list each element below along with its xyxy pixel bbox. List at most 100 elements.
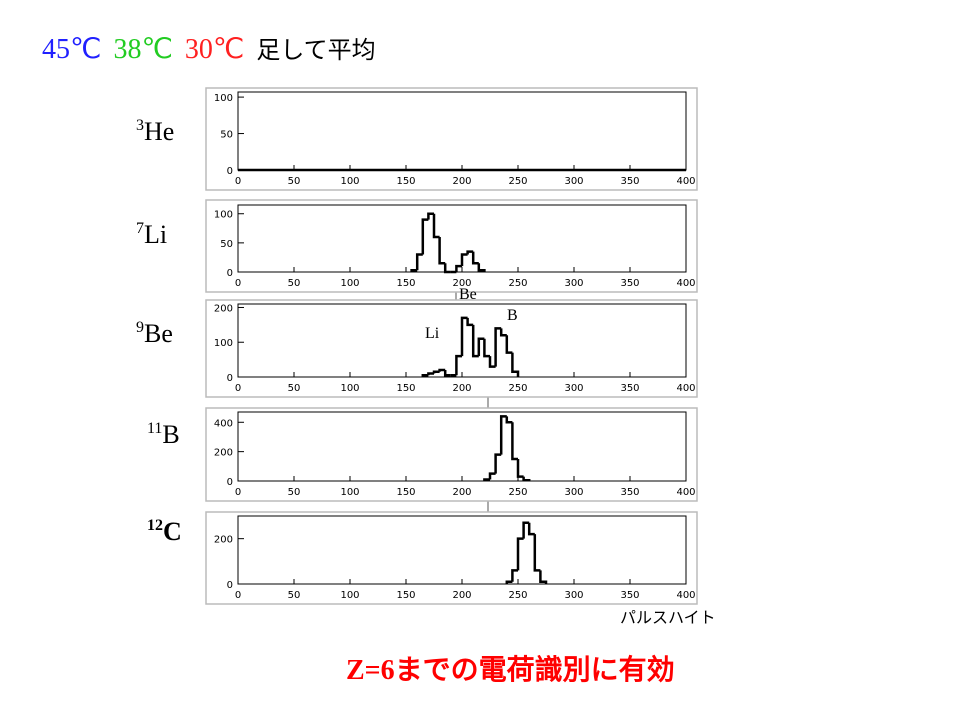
title: 45℃ 38℃ 30℃ 足して平均 [42,34,376,65]
y-tick-label: 0 [227,477,233,488]
y-tick-label: 200 [214,535,233,546]
histogram-bin [460,316,468,357]
x-tick-label: 350 [620,278,639,289]
cut-annotation: B [507,307,518,324]
y-tick-label: 100 [214,210,233,221]
histogram-bin [488,472,496,480]
histogram-bin [505,580,513,584]
histogram-bin [494,327,502,367]
element: He [144,117,174,146]
x-tick-label: 0 [235,487,241,498]
title-part: 45℃ [42,34,101,65]
mass-number: 3 [136,117,144,134]
x-tick-label: 0 [235,278,241,289]
x-tick-label: 0 [235,176,241,187]
histogram-bin [438,368,446,372]
x-tick-label: 100 [340,487,359,498]
y-tick-label: 200 [214,448,233,459]
x-tick-label: 200 [452,590,471,601]
histogram-bin [455,264,462,272]
y-tick-label: 0 [227,268,233,279]
x-tick-label: 350 [620,176,639,187]
histogram-bin [427,372,434,376]
histogram-bin [432,370,440,374]
x-tick-label: 300 [564,278,583,289]
histogram-bin [427,212,434,220]
histogram-bin [499,328,507,337]
histogram-bin [483,338,490,358]
title-part: 38℃ [113,34,172,65]
panel-frame [205,299,698,398]
element: B [162,420,179,449]
histogram-bin [477,337,485,357]
x-tick-label: 400 [676,278,695,289]
histogram-bin [455,354,462,376]
histogram-bin [533,534,541,572]
footer: Z=6までの電荷識別に有効 [346,653,675,686]
x-tick-label: 100 [340,383,359,394]
nucleus-label: 11B [147,420,180,449]
x-tick-label: 400 [676,383,695,394]
x-axis-label: パルスハイト [620,608,716,627]
nucleus-label: 12C [147,517,182,546]
footer-prefix: Z=6 [346,655,395,686]
mass-number: 11 [147,420,162,437]
x-tick-label: 150 [396,278,415,289]
x-tick-label: 300 [564,176,583,187]
y-tick-label: 0 [227,166,233,177]
histogram-bin [471,251,479,265]
x-tick-label: 350 [620,487,639,498]
panel-frame [205,511,698,605]
nucleus-label: 3He [136,117,174,146]
panel-frame [205,407,698,502]
x-tick-label: 300 [564,487,583,498]
x-tick-label: 150 [396,176,415,187]
nucleus-label: 7Li [136,220,167,249]
histogram-bin [511,352,520,377]
x-tick-label: 50 [288,278,301,289]
y-tick-label: 200 [214,303,233,314]
histogram-bin [415,253,423,271]
histogram-bin [539,570,548,584]
x-tick-label: 0 [235,383,241,394]
x-tick-label: 400 [676,590,695,601]
histogram-bin [421,374,429,377]
histogram-bin [421,218,429,255]
histogram-bin [410,269,418,272]
histogram-bin [505,416,513,424]
histogram-bin [438,237,446,265]
x-tick-label: 0 [235,590,241,601]
histogram-bin [460,253,468,267]
histogram-bin [483,478,490,481]
x-tick-label: 50 [288,590,301,601]
x-tick-label: 50 [288,176,301,187]
histogram-bin [527,522,535,536]
histogram-bin [522,521,530,539]
x-tick-label: 150 [396,383,415,394]
x-tick-label: 100 [340,278,359,289]
x-tick-label: 150 [396,487,415,498]
mass-number: 12 [147,517,163,534]
x-tick-label: 300 [564,590,583,601]
x-tick-label: 200 [452,487,471,498]
histogram-bin [494,453,502,474]
x-tick-label: 250 [508,176,527,187]
x-tick-label: 150 [396,590,415,601]
y-tick-label: 100 [214,338,233,349]
cut-annotation: Li [425,325,440,342]
element: Li [144,220,167,249]
histogram-bin [471,324,479,358]
y-tick-label: 100 [214,93,233,104]
histogram-bin [488,356,496,368]
x-tick-label: 250 [508,590,527,601]
histogram-bin [477,263,486,272]
x-tick-label: 350 [620,383,639,394]
y-tick-label: 0 [227,373,233,384]
x-tick-label: 350 [620,590,639,601]
panel-frame [205,87,698,191]
histogram-bin [432,213,440,239]
histogram-bin [505,335,513,354]
y-tick-label: 400 [214,418,233,429]
element: Be [144,319,173,348]
